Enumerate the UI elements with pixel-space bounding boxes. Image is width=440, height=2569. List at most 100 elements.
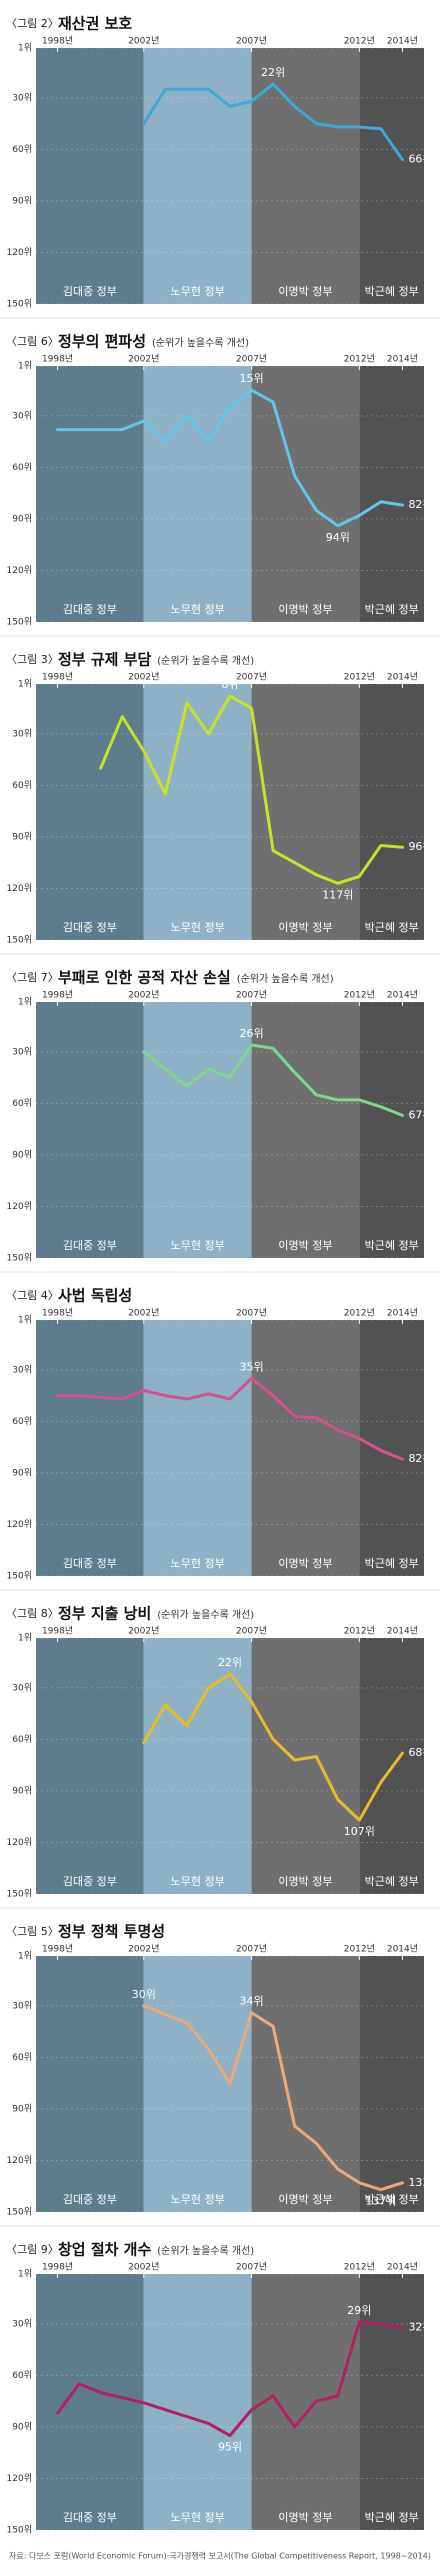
y-tick-label: 60위 xyxy=(12,1098,32,1109)
figure-number: 〈그림 6〉 xyxy=(6,335,59,348)
period-label: 김대중 정부 xyxy=(63,921,117,934)
data-line xyxy=(142,82,404,162)
period-label: 노무현 정부 xyxy=(171,1875,225,1888)
y-tick-label: 30위 xyxy=(12,2000,32,2011)
period-label: 이명박 정부 xyxy=(278,1239,332,1252)
data-label: 137위 xyxy=(365,2195,396,2208)
x-tick-label: 2002년 xyxy=(128,1944,159,1955)
y-tick-label: 1위 xyxy=(18,1633,32,1644)
data-line xyxy=(142,1043,404,1117)
data-label: 15위 xyxy=(239,372,263,385)
period-band xyxy=(251,2274,360,2530)
x-tick-label: 2014년 xyxy=(387,1308,418,1319)
data-line xyxy=(99,694,404,885)
x-tick-label: 2014년 xyxy=(387,1944,418,1955)
y-tick-label: 120위 xyxy=(7,1837,32,1848)
data-label: 82위 xyxy=(408,1452,432,1465)
period-label: 김대중 정부 xyxy=(63,1557,117,1570)
data-label: 82위 xyxy=(408,498,432,511)
period-label: 이명박 정부 xyxy=(278,1875,332,1888)
figure-number: 〈그림 3〉 xyxy=(6,653,59,666)
y-tick-label: 150위 xyxy=(7,617,32,628)
period-band xyxy=(359,1002,424,1258)
data-label: 66위 xyxy=(408,153,432,166)
data-line xyxy=(56,2320,404,2437)
x-tick-label: 1998년 xyxy=(42,990,73,1001)
period-label: 김대중 정부 xyxy=(63,1239,117,1252)
x-tick-label: 2007년 xyxy=(236,672,267,683)
x-tick-label: 1998년 xyxy=(42,2262,73,2273)
period-label: 이명박 정부 xyxy=(278,603,332,616)
y-tick-label: 1위 xyxy=(18,2269,32,2280)
period-label: 박근혜 정부 xyxy=(365,1875,419,1888)
x-tick-label: 1998년 xyxy=(42,672,73,683)
data-label: 34위 xyxy=(239,1995,263,2008)
x-tick-label: 1998년 xyxy=(42,1626,73,1637)
period-label: 박근혜 정부 xyxy=(365,1239,419,1252)
period-label: 박근혜 정부 xyxy=(365,603,419,616)
period-label: 이명박 정부 xyxy=(278,2511,332,2524)
y-tick-label: 60위 xyxy=(12,144,32,155)
period-band xyxy=(36,1956,144,2212)
y-tick-label: 1위 xyxy=(18,1315,32,1326)
period-label: 김대중 정부 xyxy=(63,2511,117,2524)
x-tick-label: 2002년 xyxy=(128,1626,159,1637)
source-note: 자료: 다보스 포럼(World Economic Forum)·국가경쟁력 보… xyxy=(9,2551,431,2561)
y-tick-label: 150위 xyxy=(7,1571,32,1582)
period-band xyxy=(36,1638,144,1894)
period-label: 이명박 정부 xyxy=(278,2193,332,2206)
y-tick-label: 120위 xyxy=(7,2155,32,2166)
period-band xyxy=(36,684,144,940)
figure-number: 〈그림 9〉 xyxy=(6,2243,59,2256)
y-tick-label: 90위 xyxy=(12,1785,32,1796)
x-tick-label: 2007년 xyxy=(236,1626,267,1637)
period-label: 박근혜 정부 xyxy=(365,1557,419,1570)
chart-title: 정부 규제 부담 xyxy=(58,651,151,669)
data-label: 30위 xyxy=(132,1988,156,2001)
period-label: 박근혜 정부 xyxy=(365,2193,419,2206)
x-tick-label: 1998년 xyxy=(42,36,73,47)
x-tick-label: 2002년 xyxy=(128,2262,159,2273)
period-band xyxy=(36,2274,144,2530)
chart-subtitle: (순위가 높을수록 개선) xyxy=(157,654,254,667)
data-line xyxy=(142,2004,404,2192)
x-tick-label: 2014년 xyxy=(387,990,418,1001)
y-tick-label: 90위 xyxy=(12,195,32,206)
chart-title: 재산권 보호 xyxy=(58,15,132,33)
x-tick-label: 1998년 xyxy=(42,1308,73,1319)
y-tick-label: 30위 xyxy=(12,1682,32,1693)
y-tick-label: 150위 xyxy=(7,2525,32,2536)
x-tick-label: 2002년 xyxy=(128,354,159,365)
period-label: 노무현 정부 xyxy=(171,285,225,298)
data-label: 8위 xyxy=(221,678,238,691)
data-label: 94위 xyxy=(326,531,350,544)
period-band xyxy=(359,2274,424,2530)
x-tick-label: 2007년 xyxy=(236,990,267,1001)
y-tick-label: 150위 xyxy=(7,1253,32,1264)
period-band xyxy=(143,1638,252,1894)
chart-subtitle: (순위가 높을수록 개선) xyxy=(152,336,249,349)
chart-title: 정부 정책 투명성 xyxy=(58,1923,165,1941)
period-band xyxy=(359,684,424,940)
figure-number: 〈그림 4〉 xyxy=(6,1289,59,1302)
x-tick-label: 2014년 xyxy=(387,672,418,683)
data-label: 95위 xyxy=(218,2441,242,2454)
x-tick-label: 2014년 xyxy=(387,2262,418,2273)
figure-number: 〈그림 2〉 xyxy=(6,17,59,30)
x-tick-label: 2002년 xyxy=(128,36,159,47)
figure-number: 〈그림 8〉 xyxy=(6,1607,59,1620)
chart-title: 정부 지출 낭비 xyxy=(58,1605,151,1623)
chart-title: 사법 독립성 xyxy=(58,1287,132,1305)
y-tick-label: 90위 xyxy=(12,2103,32,2114)
x-tick-label: 2007년 xyxy=(236,1308,267,1319)
period-band xyxy=(359,1320,424,1576)
x-tick-label: 1998년 xyxy=(42,354,73,365)
y-tick-label: 1위 xyxy=(18,361,32,372)
period-label: 노무현 정부 xyxy=(171,921,225,934)
period-label: 김대중 정부 xyxy=(63,285,117,298)
data-label: 117위 xyxy=(322,888,353,901)
x-tick-label: 2014년 xyxy=(387,36,418,47)
period-label: 노무현 정부 xyxy=(171,603,225,616)
y-tick-label: 30위 xyxy=(12,2318,32,2329)
